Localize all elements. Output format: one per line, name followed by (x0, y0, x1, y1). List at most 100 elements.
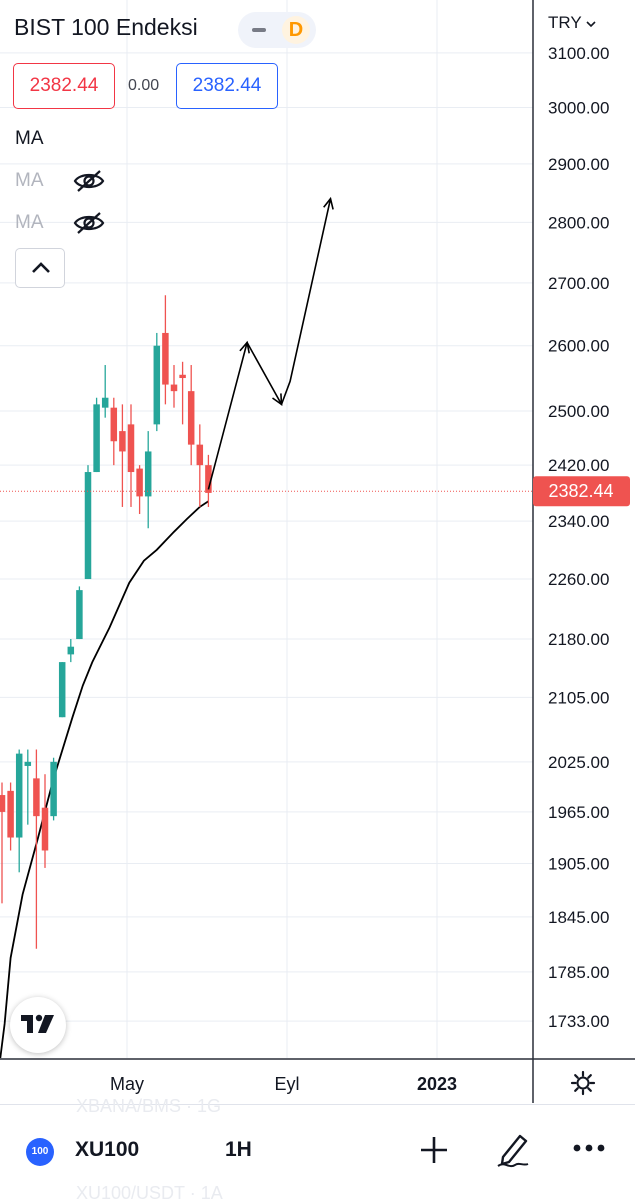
symbol-badge[interactable]: 100 (26, 1138, 54, 1166)
candle-body (76, 590, 83, 640)
arrow-head (272, 393, 283, 407)
candle-body (58, 662, 66, 718)
candle-body (119, 431, 126, 452)
candle (41, 774, 49, 868)
candle-body (24, 761, 32, 766)
candle (58, 662, 66, 718)
candle-body (205, 465, 212, 493)
more-icon[interactable] (572, 1143, 606, 1153)
projection-path (207, 198, 332, 490)
candle-body (196, 444, 204, 466)
candle-body (0, 795, 6, 812)
candle (24, 749, 32, 825)
chart-title: BIST 100 Endeksi (14, 14, 198, 40)
candle-body (93, 404, 100, 473)
symbol-button[interactable]: XU100 (75, 1138, 140, 1161)
candle (101, 365, 109, 418)
y-tick-label: 2105.00 (548, 688, 609, 707)
y-tick-label: 1845.00 (548, 908, 609, 927)
interval-badge[interactable]: D (282, 16, 310, 44)
y-tick-label: 1733.00 (548, 1012, 609, 1031)
candle (33, 749, 40, 949)
y-tick-label: 2900.00 (548, 155, 609, 174)
gear-icon[interactable] (570, 1070, 596, 1096)
candle (84, 465, 92, 580)
candle-body (144, 451, 152, 497)
y-tick-label: 2500.00 (548, 402, 609, 421)
candles-layer (0, 295, 212, 949)
candle-body (127, 424, 135, 473)
y-tick-label: 1965.00 (548, 803, 609, 822)
candle (170, 365, 178, 408)
candle-body (162, 332, 169, 385)
collapse-indicators-button[interactable] (15, 248, 65, 288)
candle-body (41, 807, 49, 851)
y-tick-label: 2180.00 (548, 630, 609, 649)
indicator-ma-2-label[interactable]: MA (15, 170, 44, 191)
y-tick-label: 1905.00 (548, 855, 609, 874)
x-tick-label: 2023 (417, 1074, 457, 1094)
candle (67, 639, 75, 663)
candle-body (110, 407, 118, 442)
y-tick-label: 1785.00 (548, 963, 609, 982)
candle-body (187, 391, 195, 445)
candle-body (179, 374, 186, 379)
candle (179, 361, 186, 425)
y-tick-label: 2260.00 (548, 570, 609, 589)
candle-body (33, 778, 40, 817)
candle (162, 295, 169, 405)
candle (93, 397, 100, 473)
candle-body (136, 468, 143, 497)
candle (153, 332, 161, 432)
candle (196, 424, 204, 507)
candle (15, 749, 23, 873)
time-scale[interactable]: May Eyl 2023 (110, 1074, 457, 1094)
candle (205, 454, 212, 507)
candle (7, 782, 14, 851)
y-tick-label: 2800.00 (548, 213, 609, 232)
currency-selector[interactable]: TRY (548, 13, 596, 33)
y-tick-label: 2340.00 (548, 512, 609, 531)
candle (50, 757, 57, 821)
y-tick-label: 3000.00 (548, 98, 609, 117)
eye-off-icon[interactable] (72, 168, 106, 194)
buy-price-button[interactable]: 2382.44 (176, 63, 278, 109)
y-tick-label: 2700.00 (548, 274, 609, 293)
minus-icon[interactable] (252, 28, 266, 32)
candle (127, 404, 135, 507)
current-price-badge (533, 476, 630, 507)
candle-body (153, 345, 161, 425)
interval-button[interactable]: 1H (225, 1138, 252, 1161)
candle (136, 465, 143, 515)
y-tick-label: 2420.00 (548, 456, 609, 475)
chevron-up-icon (32, 262, 50, 273)
sell-price-button[interactable]: 2382.44 (13, 63, 115, 109)
candle-body (50, 761, 57, 817)
moving-average-layer (0, 500, 209, 1059)
candle (119, 404, 126, 507)
chevron-down-icon (586, 21, 596, 28)
candle-body (84, 472, 92, 580)
tradingview-logo-icon[interactable] (10, 997, 66, 1053)
indicator-ma-label[interactable]: MA (15, 128, 44, 149)
arrow-head (323, 196, 334, 210)
y-tick-label: 2025.00 (548, 753, 609, 772)
candle (76, 586, 83, 640)
candle-body (15, 753, 23, 838)
moving-average-line (0, 500, 209, 1059)
candle (0, 782, 6, 904)
candle-body (67, 646, 75, 655)
eye-off-icon[interactable] (72, 210, 106, 236)
plus-icon[interactable] (418, 1134, 450, 1166)
y-tick-label: 3100.00 (548, 44, 609, 63)
candle (110, 397, 118, 466)
indicator-ma-3-label[interactable]: MA (15, 212, 44, 233)
current-price-label: 2382.44 (533, 476, 630, 507)
background-list-item: XU100/USDT · 1A (76, 1183, 223, 1203)
bottom-toolbar (0, 1104, 635, 1201)
background-list-item: XBANA/BMS · 1G (76, 1096, 222, 1116)
projection-drawing-layer[interactable] (207, 196, 334, 490)
pen-icon[interactable] (495, 1131, 531, 1169)
price-scale[interactable]: 3100.00 3000.00 2900.00 2800.00 2700.00 2600.… (548, 44, 609, 1031)
